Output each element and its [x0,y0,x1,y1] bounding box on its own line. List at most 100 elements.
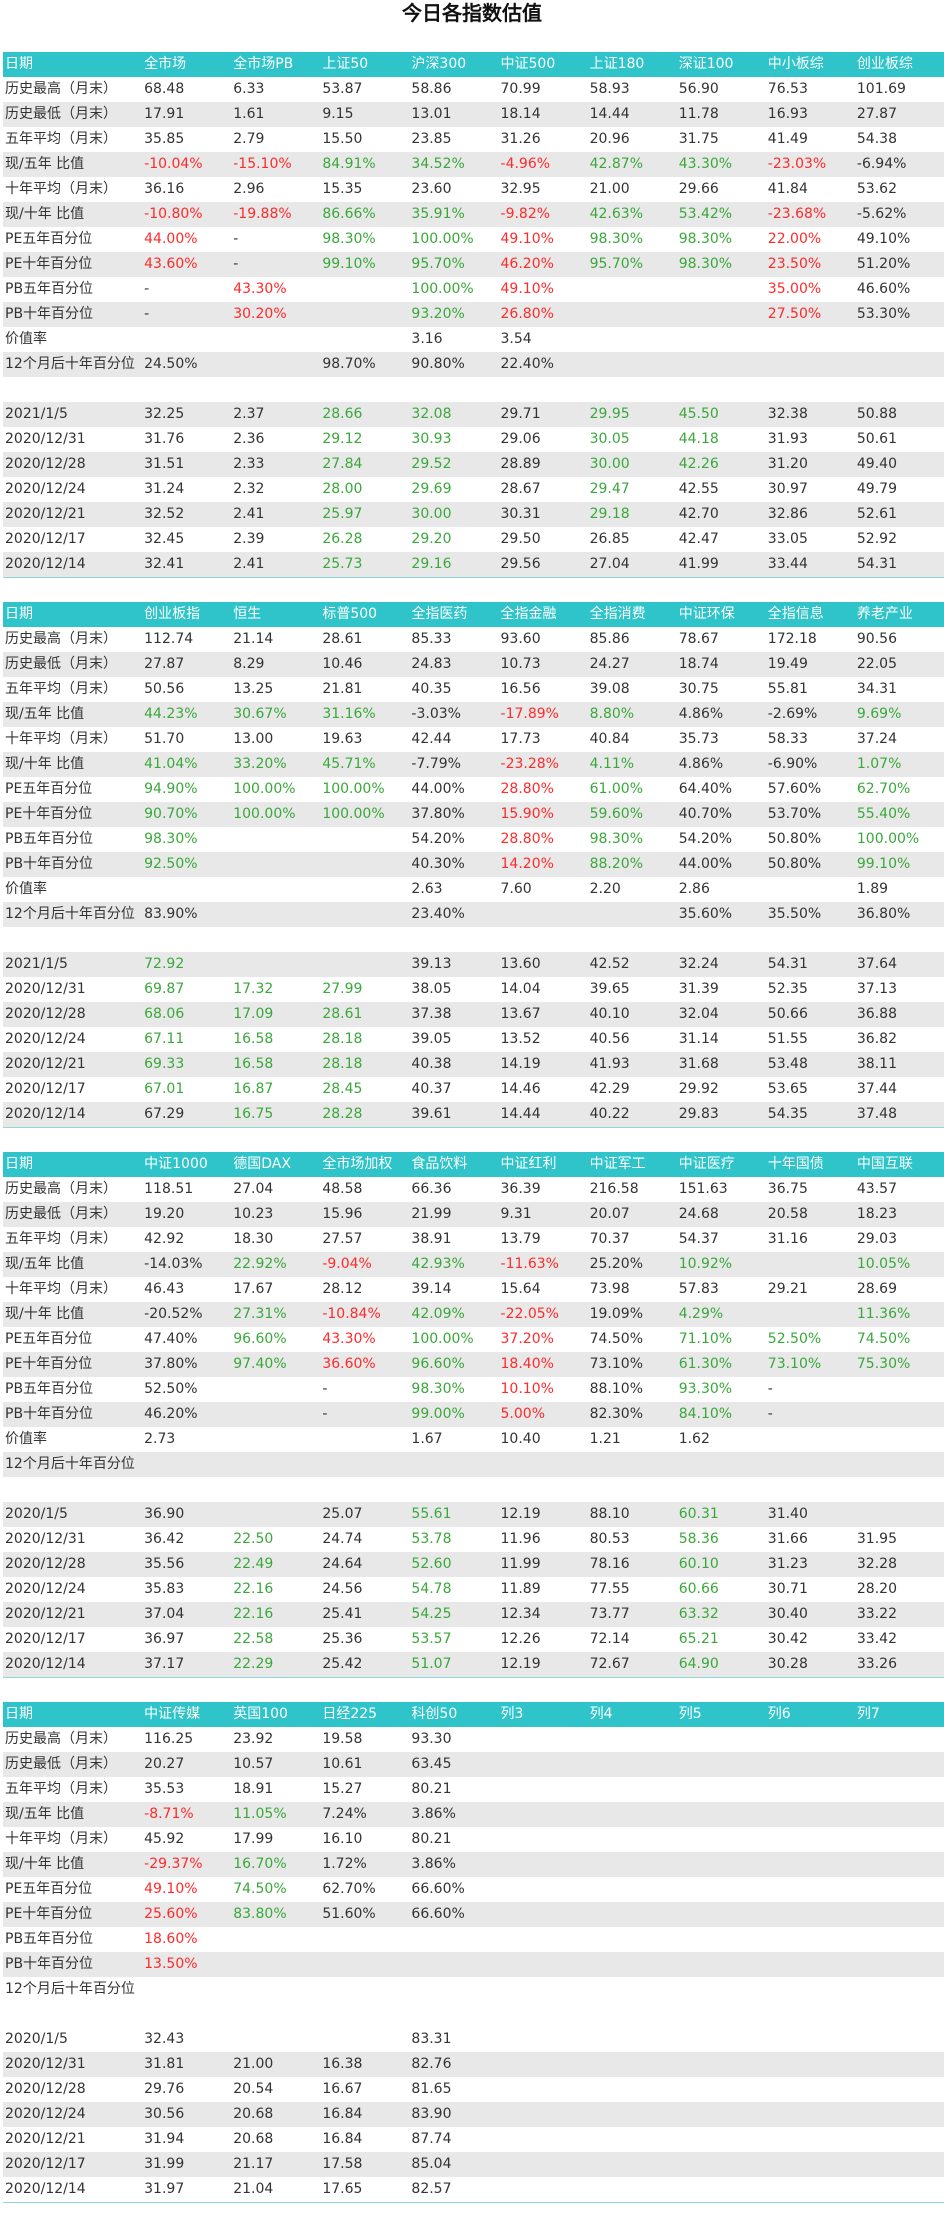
value-cell: 22.05 [854,652,944,677]
value-cell: 31.66 [767,1531,808,1547]
value-cell: 43.30% [676,152,766,177]
value-cell: 98.30% [678,231,733,247]
value-cell: 73.10% [765,1352,855,1377]
value-cell: 62.70% [856,781,911,797]
value-cell: - [233,231,239,247]
value-cell: 37.13 [856,981,897,997]
value-cell: 36.82 [856,1031,897,1047]
value-cell: 29.56 [498,552,588,577]
value-cell: 58.33 [767,731,808,747]
value-cell: -22.05% [498,1302,588,1327]
value-cell [499,1777,588,1802]
value-cell [766,877,855,902]
table-row: 历史最高（月末） 68.48 6.33 53.87 58.86 70.99 58.93 56.… [3,77,944,102]
value-cell: 82.30% [587,1402,677,1427]
row-label: 现/十年 比值 [3,1852,143,1877]
value-cell: 27.04 [587,552,677,577]
value-cell: 53.65 [767,1081,808,1097]
value-cell: 55.61 [409,1502,499,1527]
value-cell [231,1952,321,1977]
value-cell: 24.27 [587,652,677,677]
value-cell [766,927,855,952]
value-cell [855,1727,944,1752]
value-cell: 75.30% [854,1352,944,1377]
value-cell: 11.78 [676,102,766,127]
value-cell: 42.29 [589,1081,630,1097]
value-cell [677,277,766,302]
table-row: PE五年百分位 47.40% 96.60% 43.30% 100.00% 37.20% 74… [3,1327,944,1352]
value-cell: 59.60% [587,802,677,827]
value-cell [855,1877,944,1902]
row-label: 12个月后十年百分位 [3,352,143,377]
value-cell: 31.24 [144,481,185,497]
value-cell [588,2027,677,2052]
value-cell [854,1902,944,1927]
header-index-name: 全市场PB [231,52,321,77]
header-index-name: 中证环保 [676,602,766,627]
value-cell: 44.00% [411,781,465,797]
value-cell: 93.60 [500,631,541,647]
value-cell: 29.12 [322,431,363,447]
value-cell [231,1927,320,1952]
value-cell: 25.36 [322,1631,363,1647]
value-cell: 56.90 [678,81,719,97]
value-cell: 3.86% [409,1852,499,1877]
value-cell: 93.20% [409,302,499,327]
table-row: 历史最高（月末） 118.51 27.04 48.58 66.36 36.39 216.58… [3,1177,944,1202]
value-cell [855,2027,944,2052]
row-label: PB五年百分位 [5,1381,94,1397]
value-cell: 2.96 [233,181,265,197]
value-cell: 80.21 [411,1781,452,1797]
value-cell: 72.14 [589,1631,630,1647]
value-cell: 40.30% [409,852,499,877]
table-row: 历史最高（月末） 112.74 21.14 28.61 85.33 93.60 85.86 7… [3,627,944,652]
value-cell: 61.00% [589,781,643,797]
value-cell: 32.95 [500,181,541,197]
value-cell: 42.92 [144,1231,185,1247]
value-cell: 2.41 [231,502,321,527]
value-cell: 73.77 [587,1602,677,1627]
header-index-name: 列6 [765,1702,855,1727]
value-cell: 33.20% [231,752,321,777]
value-cell: 57.60% [767,781,822,797]
value-cell: 40.37 [411,1081,452,1097]
value-cell: 112.74 [144,631,194,647]
value-cell: 23.50% [765,252,855,277]
header-index-name: 全指信息 [765,602,855,627]
value-cell [766,2027,855,2052]
value-cell [499,1977,588,2002]
value-cell: 50.61 [856,431,897,447]
value-cell [587,1852,677,1877]
value-cell: 72.67 [587,1652,677,1677]
value-cell: 53.87 [322,81,363,97]
value-cell: 33.22 [854,1602,944,1627]
value-cell [855,2002,944,2027]
value-cell [320,1952,410,1977]
row-label: 2020/12/28 [3,1552,143,1577]
value-cell: 37.48 [854,1102,944,1127]
value-cell [320,2027,409,2052]
row-label: 2020/12/24 [5,481,86,497]
value-cell: 45.92 [144,1831,185,1847]
table-row: 价值率 2.63 7.60 2.20 2.86 1.89 [3,877,944,902]
value-cell: 29.76 [144,2081,185,2097]
row-label: 2020/12/24 [5,1581,86,1597]
value-cell: 12.26 [500,1631,541,1647]
value-cell: 29.20 [411,531,452,547]
value-cell: 28.00 [322,481,363,497]
row-label: 2020/12/14 [5,2181,86,2197]
value-cell: 2.33 [231,452,321,477]
header-index-name: 深证100 [676,52,766,77]
value-cell: 30.20% [231,302,321,327]
value-cell: 29.95 [587,402,677,427]
table-row: 2020/1/5 32.43 83.31 [3,2027,944,2052]
value-cell: 26.80% [498,302,588,327]
header-index-name: 全指金融 [498,602,588,627]
value-cell [499,1727,588,1752]
row-label: 五年平均（月末） [5,1231,117,1247]
value-cell [765,1252,855,1277]
value-cell: - [767,1381,773,1397]
value-cell: 38.91 [411,1231,452,1247]
value-cell: 54.31 [854,552,944,577]
value-cell [677,2077,766,2102]
